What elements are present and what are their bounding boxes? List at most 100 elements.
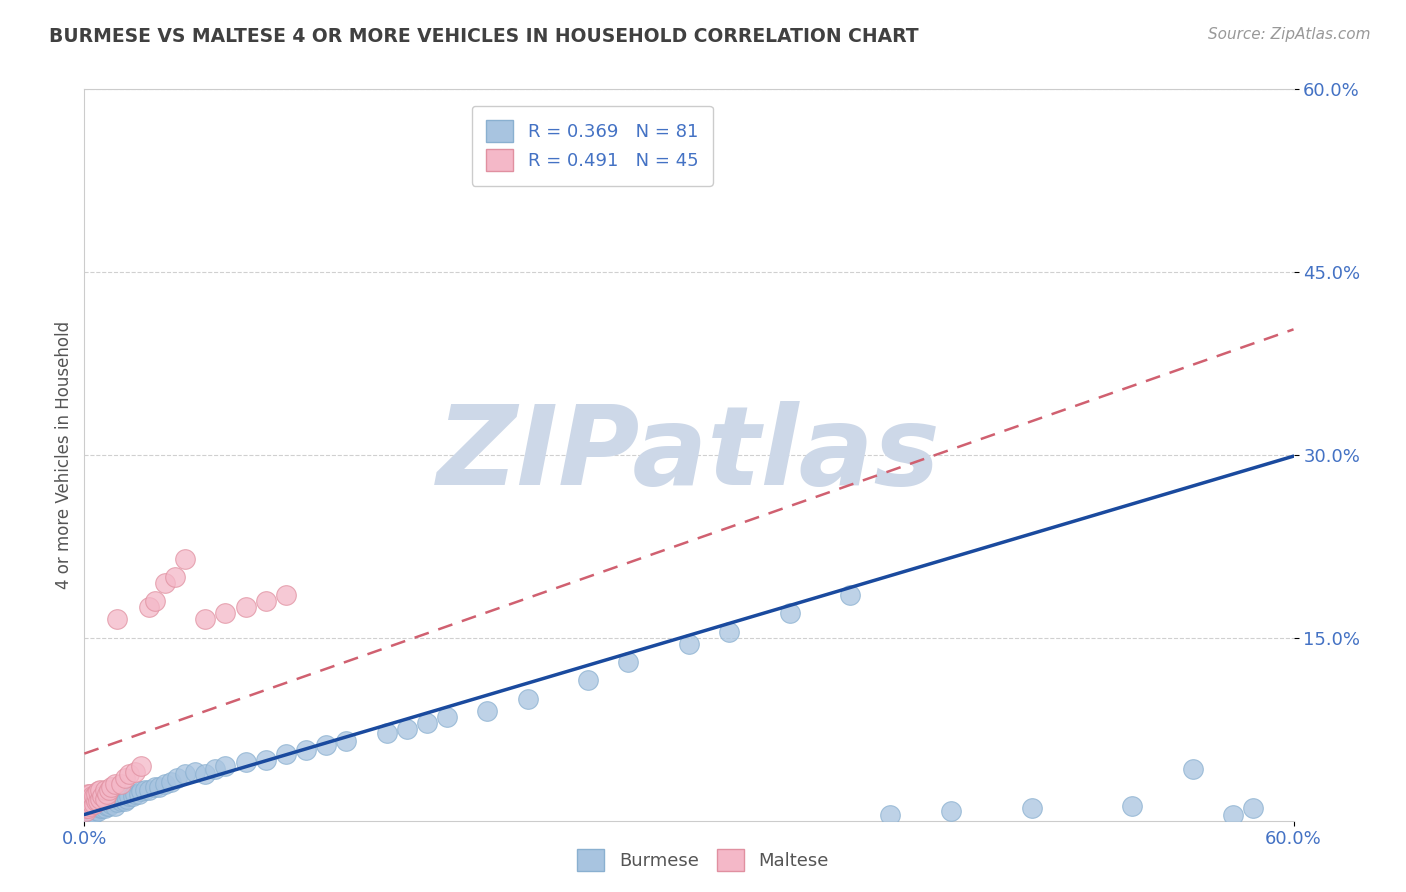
Point [194,612,217,626]
Point [75,801,97,815]
Point [335,734,357,748]
Point [75,804,97,818]
Point [79,805,101,819]
Point [79,796,101,810]
Point [436,710,458,724]
Point [82,804,104,818]
Point [143,594,166,608]
Point [82,799,104,814]
Point [111,791,134,805]
Point [110,794,132,808]
Point [274,747,297,761]
Point [118,789,141,804]
Point [148,780,170,794]
Point [104,777,127,791]
Point [89,801,111,815]
Point [124,764,146,779]
Point [138,783,160,797]
Point [104,799,127,814]
Point [75,799,97,814]
Point [104,791,127,805]
Point [87,797,110,812]
Point [166,771,188,785]
Point [128,787,150,801]
Text: ZIPatlas: ZIPatlas [437,401,941,508]
Point [184,764,207,779]
Point [87,784,110,798]
Point [79,794,101,808]
Point [83,789,105,804]
Point [89,794,111,808]
Point [114,794,136,808]
Point [124,787,146,801]
Point [939,804,962,818]
Point [86,803,108,817]
Point [86,797,108,811]
Point [97,799,120,814]
Point [77,797,100,811]
Point [87,804,110,818]
Point [97,783,120,797]
Point [204,763,226,777]
Point [89,783,111,797]
Point [477,704,499,718]
Point [77,799,100,814]
Point [105,612,128,626]
Point [93,791,115,805]
Point [153,777,176,791]
Point [91,801,114,815]
Point [77,801,100,815]
Point [77,787,100,801]
Point [516,691,538,706]
Point [576,673,599,688]
Point [143,780,166,794]
Point [97,791,120,805]
Point [274,588,297,602]
Point [1241,801,1264,815]
Point [138,600,160,615]
Point [129,758,152,772]
Point [174,767,197,781]
Point [153,576,176,591]
Text: Source: ZipAtlas.com: Source: ZipAtlas.com [1208,27,1371,42]
Point [165,570,187,584]
Point [254,594,277,608]
Point [1021,801,1043,815]
Point [416,716,439,731]
Point [718,624,741,639]
Point [75,807,97,822]
Text: BURMESE VS MALTESE 4 OR MORE VEHICLES IN HOUSEHOLD CORRELATION CHART: BURMESE VS MALTESE 4 OR MORE VEHICLES IN… [49,27,920,45]
Point [254,753,277,767]
Point [617,655,640,669]
Point [110,777,132,791]
Point [118,767,141,781]
Point [214,607,236,621]
Point [107,791,129,805]
Point [174,551,197,566]
Point [395,723,418,737]
Point [1181,763,1204,777]
Point [75,794,97,808]
Point [77,791,100,805]
Point [86,787,108,801]
Point [115,791,138,805]
Point [93,801,115,815]
Legend: Burmese, Maltese: Burmese, Maltese [569,842,837,879]
Point [83,801,105,815]
Point [375,726,398,740]
Point [315,738,337,752]
Point [129,784,152,798]
Point [1222,807,1244,822]
Point [91,789,114,804]
Point [101,796,124,810]
Point [879,807,901,822]
Point [295,743,318,757]
Point [839,588,862,602]
Point [77,806,100,821]
Point [194,767,217,781]
Point [82,789,104,804]
Point [96,799,118,814]
Point [100,797,122,811]
Point [79,799,101,814]
Point [77,803,100,817]
